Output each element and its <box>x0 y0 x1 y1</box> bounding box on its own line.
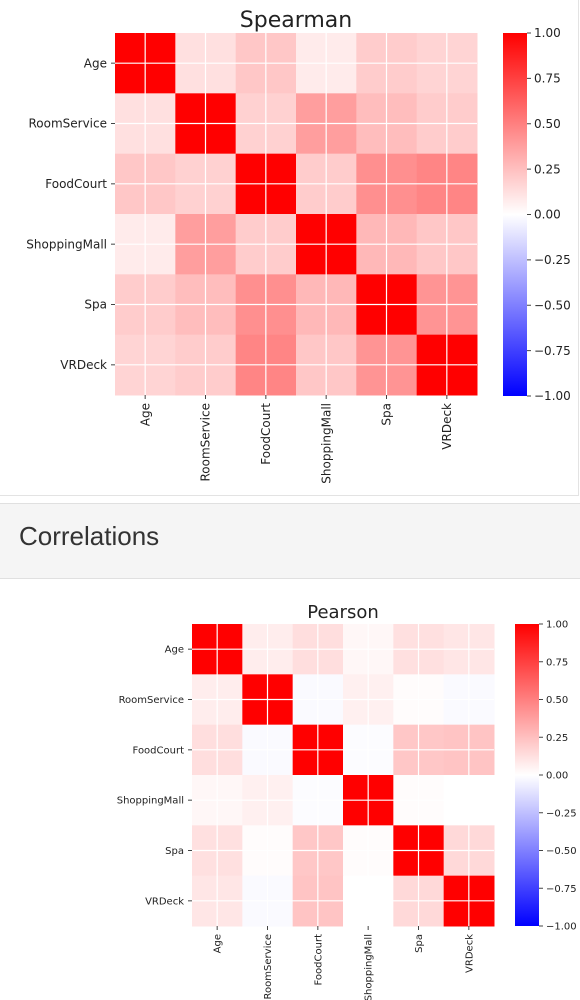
pearson-xtick-label: FoodCourt <box>313 934 324 986</box>
pearson-ytick-label: Age <box>165 645 184 656</box>
pearson-ytick-label: Spa <box>165 846 184 857</box>
spearman-ytick-label: ShoppingMall <box>26 237 107 251</box>
spearman-xtick-label: Spa <box>380 403 394 426</box>
spearman-panel: Spearman Age Age RoomService RoomService Food… <box>0 0 579 496</box>
spearman-xtick-label: Age <box>138 403 152 426</box>
pearson-xtick-label: RoomService <box>263 934 274 999</box>
spearman-colorbar-label: −1.00 <box>534 389 571 403</box>
pearson-colorbar-label: 0.25 <box>546 733 568 744</box>
spearman-ytick-label: FoodCourt <box>45 177 107 191</box>
spearman-ytick-label: Spa <box>84 298 107 312</box>
spearman-colorbar-label: −0.75 <box>534 344 571 358</box>
pearson-xtick-label: VRDeck <box>464 934 475 973</box>
spearman-colorbar <box>503 33 527 396</box>
pearson-title: Pearson <box>307 602 379 623</box>
pearson-xtick-label: Age <box>213 934 224 953</box>
pearson-xtick-label: ShoppingMall <box>364 934 375 1000</box>
pearson-colorbar-label: −0.25 <box>546 808 577 819</box>
spearman-ytick-label: VRDeck <box>60 358 107 372</box>
spearman-ytick-label: RoomService <box>28 117 107 131</box>
pearson-colorbar-label: −0.75 <box>546 884 577 895</box>
section-title: Correlations <box>19 521 160 551</box>
spearman-xtick-label: VRDeck <box>440 403 454 450</box>
pearson-colorbar-label: −1.00 <box>546 922 577 933</box>
pearson-colorbar-label: 0.50 <box>546 695 568 706</box>
pearson-colorbar <box>515 624 539 926</box>
spearman-heatmap: Spearman Age Age RoomService RoomService Food… <box>26 8 571 484</box>
section-header: Correlations <box>0 503 580 579</box>
pearson-colorbar-label: 0.00 <box>546 771 568 782</box>
pearson-colorbar-label: 1.00 <box>546 620 568 631</box>
pearson-panel: Pearson Age Age RoomService RoomService FoodC… <box>0 587 580 1000</box>
spearman-xtick-label: ShoppingMall <box>319 403 333 484</box>
pearson-xtick-label: Spa <box>414 934 425 953</box>
spearman-xtick-label: RoomService <box>199 403 213 482</box>
pearson-colorbar-label: −0.50 <box>546 846 577 857</box>
spearman-xtick-label: FoodCourt <box>259 403 273 465</box>
spearman-colorbar-label: −0.50 <box>534 298 571 312</box>
spearman-colorbar-label: 0.25 <box>534 162 561 176</box>
spearman-colorbar-label: 0.75 <box>534 72 561 86</box>
spearman-colorbar-label: −0.25 <box>534 253 571 267</box>
spearman-ytick-label: Age <box>84 56 107 70</box>
pearson-ytick-label: VRDeck <box>145 896 184 907</box>
pearson-colorbar-label: 0.75 <box>546 657 568 668</box>
spearman-title: Spearman <box>240 8 352 33</box>
spearman-colorbar-label: 0.50 <box>534 117 561 131</box>
pearson-ytick-label: FoodCourt <box>133 745 185 756</box>
pearson-ytick-label: RoomService <box>119 695 184 706</box>
spearman-colorbar-label: 1.00 <box>534 26 561 40</box>
spearman-colorbar-label: 0.00 <box>534 208 561 222</box>
pearson-ytick-label: ShoppingMall <box>117 796 184 807</box>
pearson-heatmap: Pearson Age Age RoomService RoomService FoodC… <box>117 602 577 1000</box>
